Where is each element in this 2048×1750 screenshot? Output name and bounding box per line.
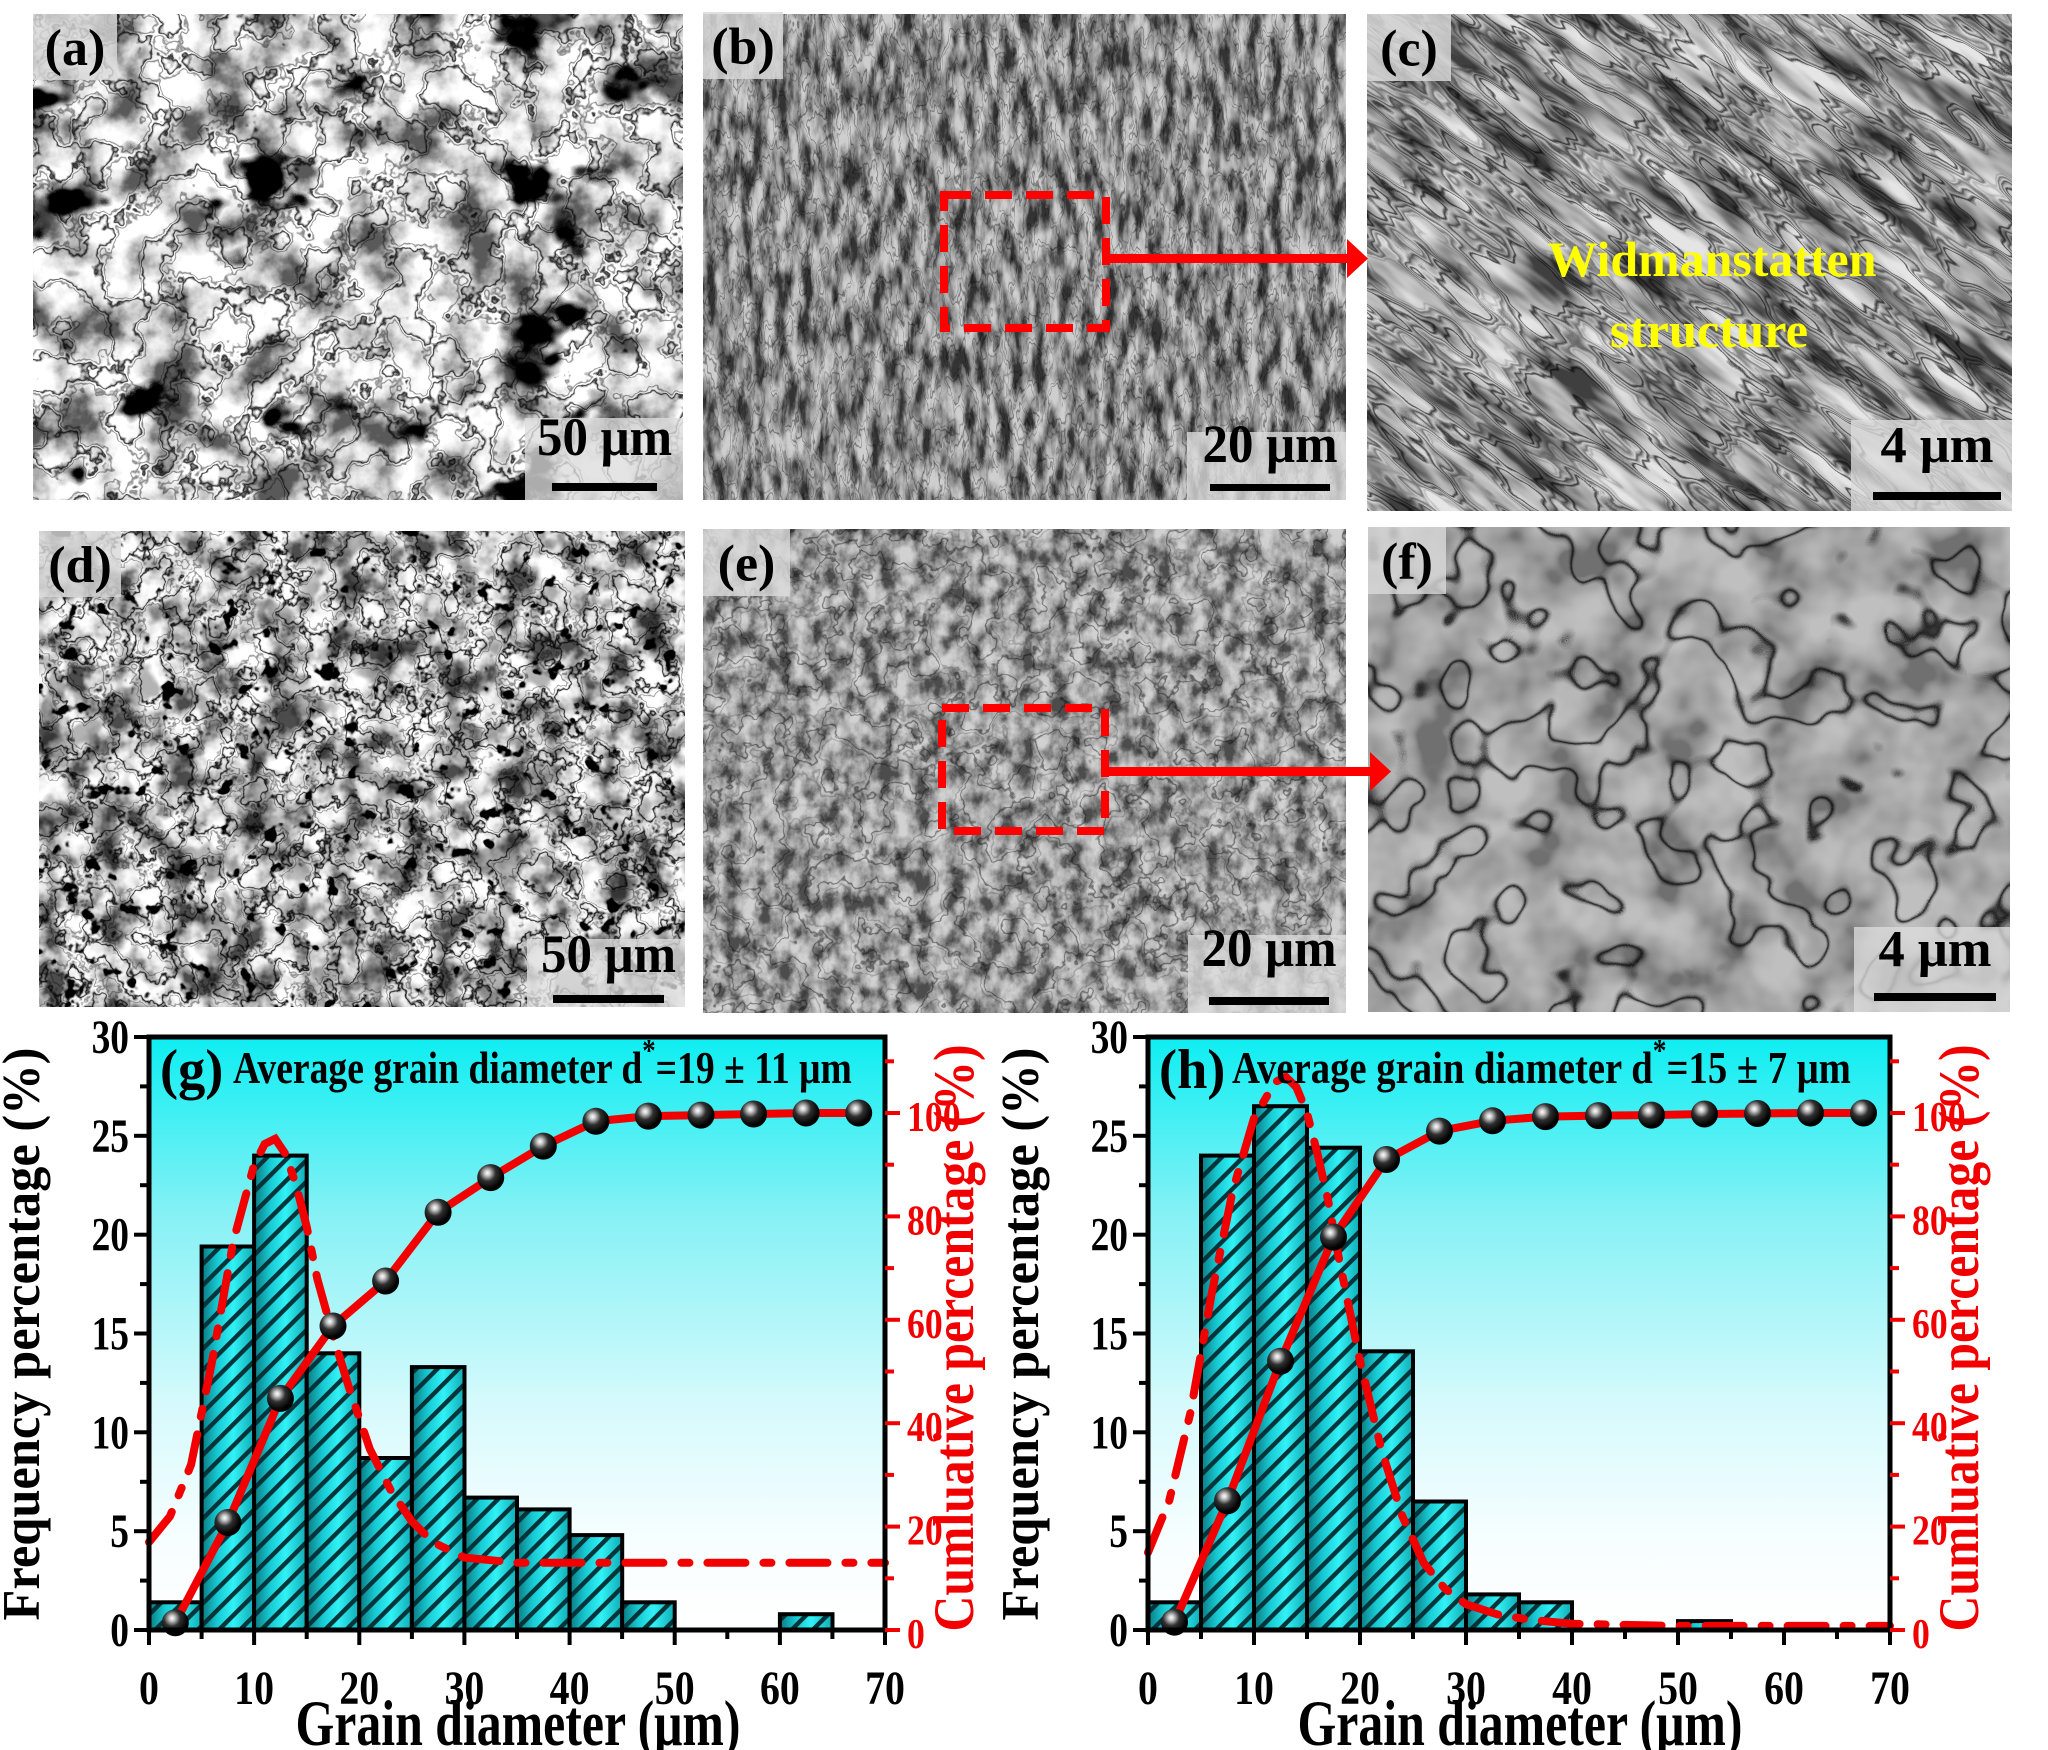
svg-text:80: 80 [907, 1198, 943, 1244]
svg-text:20: 20 [339, 1662, 379, 1715]
svg-text:20 μm: 20 μm [1201, 919, 1336, 979]
svg-text:30: 30 [92, 1012, 129, 1064]
svg-text:25: 25 [1091, 1111, 1128, 1163]
svg-text:5: 5 [110, 1506, 129, 1558]
svg-text:50 μm: 50 μm [537, 408, 672, 468]
svg-text:(e): (e) [718, 536, 776, 593]
svg-text:50 μm: 50 μm [541, 925, 676, 985]
svg-text:70: 70 [1870, 1662, 1910, 1715]
svg-text:15: 15 [1091, 1308, 1128, 1360]
svg-text:4 μm: 4 μm [1878, 920, 1991, 978]
svg-text:Widmanstatten: Widmanstatten [1548, 231, 1877, 287]
svg-text:Average grain diameter d*=19 ±: Average grain diameter d*=19 ± 11 μm [233, 1034, 852, 1093]
svg-text:0: 0 [1912, 1611, 1930, 1657]
svg-text:60: 60 [760, 1662, 800, 1715]
svg-text:20: 20 [1340, 1662, 1380, 1715]
svg-text:50: 50 [1658, 1662, 1698, 1715]
svg-text:0: 0 [907, 1611, 925, 1657]
svg-text:(h): (h) [1159, 1038, 1225, 1100]
svg-text:40: 40 [1552, 1662, 1592, 1715]
svg-text:4 μm: 4 μm [1880, 416, 1993, 474]
svg-text:structure: structure [1610, 302, 1808, 358]
svg-text:(g): (g) [160, 1038, 223, 1100]
svg-text:(b): (b) [711, 19, 775, 76]
svg-text:Frequency percentage (%): Frequency percentage (%) [992, 1048, 1050, 1621]
svg-text:10: 10 [92, 1407, 129, 1459]
svg-text:(f): (f) [1381, 534, 1433, 591]
svg-text:20: 20 [1091, 1209, 1128, 1261]
svg-text:0: 0 [110, 1605, 129, 1657]
svg-text:0: 0 [1138, 1662, 1158, 1715]
svg-text:70: 70 [865, 1662, 905, 1715]
svg-text:5: 5 [1109, 1506, 1128, 1558]
svg-text:10: 10 [1091, 1407, 1128, 1459]
svg-text:60: 60 [1764, 1662, 1804, 1715]
svg-text:10: 10 [234, 1662, 274, 1715]
svg-text:Grain diameter (μm): Grain diameter (μm) [1298, 1687, 1743, 1750]
svg-text:40: 40 [550, 1662, 590, 1715]
svg-text:60: 60 [1912, 1301, 1948, 1347]
svg-text:(d): (d) [48, 537, 112, 594]
svg-text:100: 100 [907, 1094, 961, 1140]
svg-text:20: 20 [92, 1209, 129, 1261]
svg-text:100: 100 [1912, 1094, 1966, 1140]
svg-text:60: 60 [907, 1301, 943, 1347]
svg-text:80: 80 [1912, 1198, 1948, 1244]
svg-text:25: 25 [92, 1111, 129, 1163]
svg-text:15: 15 [92, 1308, 129, 1360]
svg-text:20 μm: 20 μm [1202, 415, 1337, 475]
svg-text:(c): (c) [1380, 21, 1438, 78]
svg-text:Frequency percentage (%): Frequency percentage (%) [0, 1048, 51, 1621]
svg-text:Cumluative percentage (%): Cumluative percentage (%) [1927, 1044, 1991, 1631]
svg-text:20: 20 [1912, 1508, 1948, 1554]
svg-text:30: 30 [1091, 1012, 1128, 1064]
svg-text:Cumluative percentage (%): Cumluative percentage (%) [922, 1044, 986, 1631]
svg-text:40: 40 [907, 1405, 943, 1451]
svg-text:30: 30 [1446, 1662, 1486, 1715]
svg-text:0: 0 [1109, 1605, 1128, 1657]
svg-text:30: 30 [444, 1662, 484, 1715]
svg-text:10: 10 [1234, 1662, 1274, 1715]
svg-text:40: 40 [1912, 1405, 1948, 1451]
svg-text:0: 0 [139, 1662, 159, 1715]
svg-text:(a): (a) [45, 20, 106, 77]
svg-text:20: 20 [907, 1508, 943, 1554]
svg-text:50: 50 [655, 1662, 695, 1715]
svg-text:Grain diameter (μm): Grain diameter (μm) [296, 1687, 741, 1750]
